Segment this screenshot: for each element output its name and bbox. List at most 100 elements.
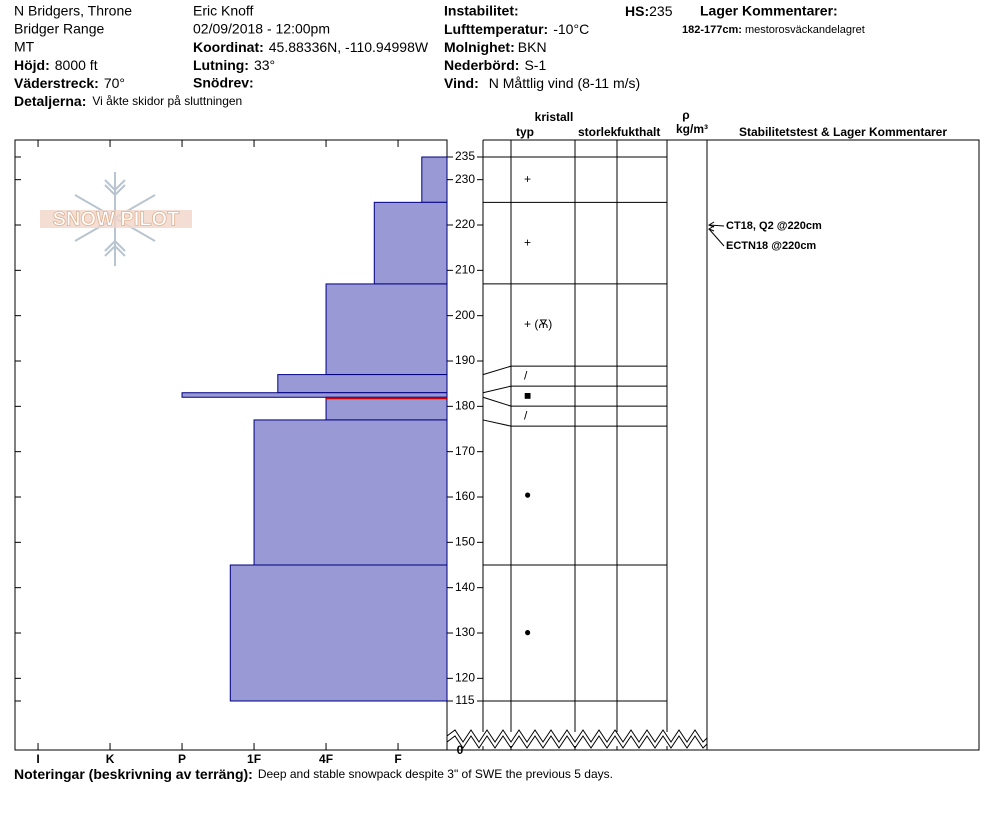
y-tick-label: 235 <box>455 149 475 163</box>
details: Detaljerna: Vi åkte skidor på sluttningen <box>14 93 242 109</box>
y-tick-label: 230 <box>455 172 475 186</box>
y-tick-label: 190 <box>455 353 475 367</box>
label: Molnighet: <box>444 39 515 55</box>
grain-type: / <box>524 368 528 382</box>
y-tick-label: 200 <box>455 308 475 322</box>
value: BKN <box>518 39 547 55</box>
label: HS: <box>625 3 649 19</box>
comments-frame <box>706 139 980 751</box>
y-tick-label: 130 <box>455 625 475 639</box>
x-tick-label: K <box>106 752 115 766</box>
value: mestorosväckandelagret <box>745 24 865 36</box>
y-tick-label: 115 <box>455 693 474 707</box>
hs: HS:235 <box>625 3 673 19</box>
column-header: typ <box>516 125 534 139</box>
y-tick-label: 170 <box>455 444 475 458</box>
value: S-1 <box>524 57 546 73</box>
x-tick-label: I <box>36 752 39 766</box>
instability: Instabilitet: <box>444 3 519 19</box>
slope: Lutning: 33° <box>193 57 275 73</box>
value: Deep and stable snowpack despite 3" of S… <box>258 767 613 781</box>
test-arrow <box>708 224 725 227</box>
y-tick-label: 180 <box>455 399 475 413</box>
label: Lufttemperatur: <box>444 21 548 37</box>
label: Detaljerna: <box>14 93 86 109</box>
notes: Noteringar (beskrivning av terräng): Deep… <box>14 766 613 782</box>
test-result: ECTN18 @220cm <box>726 240 816 252</box>
x-tick-label: P <box>178 752 186 766</box>
column-header: fukthalt <box>617 125 660 139</box>
row-connector <box>482 385 512 394</box>
hardness-bar <box>229 564 448 702</box>
site: MT <box>14 39 35 55</box>
grain-type: + (Ѫ) <box>524 317 552 331</box>
label: Väderstreck: <box>14 75 99 91</box>
test-arrowhead <box>707 225 715 232</box>
wind-loading: Snödrev: <box>193 75 254 91</box>
value: 45.88336N, -110.94998W <box>269 39 429 55</box>
column-header: Stabilitetstest & Lager Kommentarer <box>739 125 947 139</box>
test-result: CT18, Q2 @220cm <box>726 220 822 232</box>
y-tick-label: 150 <box>455 535 475 549</box>
label: Koordinat: <box>193 39 264 55</box>
observer: Eric Knoff <box>193 3 254 19</box>
air-temperature: Lufttemperatur: -10°C <box>444 21 589 37</box>
label: Vind: <box>444 75 479 91</box>
x-tick-label: 1F <box>247 752 261 766</box>
column-header: kg/m³ <box>676 122 708 136</box>
value: 33° <box>254 57 275 73</box>
label: Noteringar (beskrivning av terräng): <box>14 766 253 782</box>
wind: Vind: N Måttlig vind (8-11 m/s) <box>444 75 640 91</box>
x-tick-label: 4F <box>319 752 333 766</box>
y-tick-label: 210 <box>455 263 475 277</box>
x-tick-label: F <box>394 752 401 766</box>
grain-type: / <box>524 408 528 422</box>
value: -10°C <box>553 21 589 37</box>
hardness-bar <box>325 283 448 376</box>
grain-type: ● <box>524 625 531 639</box>
row-connector <box>482 365 512 376</box>
y-tick-label: 120 <box>455 671 475 685</box>
layer-comments-title: Lager Kommentarer: <box>700 3 838 19</box>
y-tick-label: 140 <box>455 580 475 594</box>
datetime: 02/09/2018 - 12:00pm <box>193 21 330 37</box>
site: N Bridgers, Throne <box>14 3 132 19</box>
value: Vi åkte skidor på sluttningen <box>92 94 242 108</box>
column-header: storlek <box>578 125 618 139</box>
grain-type: + <box>524 235 531 249</box>
y-bottom-label: 0 <box>457 743 464 757</box>
label: Lutning: <box>193 57 249 73</box>
coordinates: Koordinat: 45.88336N, -110.94998W <box>193 39 429 55</box>
logo-text: SNOW PILOT <box>53 208 180 230</box>
row-connector <box>482 396 512 407</box>
value: 235 <box>649 3 673 19</box>
hardness-bar <box>181 392 448 398</box>
value: N Måttlig vind (8-11 m/s) <box>489 75 640 91</box>
grain-type: + <box>524 172 531 186</box>
hardness-bar <box>421 156 448 203</box>
hardness-bar <box>277 374 448 394</box>
test-arrowhead <box>707 221 715 228</box>
sky: Molnighet: BKN <box>444 39 547 55</box>
grain-type: ■ <box>524 388 531 402</box>
y-tick-label: 160 <box>455 489 475 503</box>
layer-comment: 182-177cm: mestorosväckandelagret <box>682 24 865 36</box>
row-connector <box>482 419 512 427</box>
elevation: Höjd: 8000 ft <box>14 57 98 73</box>
hardness-bar <box>325 396 448 421</box>
logo-band <box>40 210 192 228</box>
label: Nederbörd: <box>444 57 519 73</box>
range: 182-177cm: <box>682 24 742 36</box>
hardness-bar <box>373 201 448 285</box>
hardness-bar <box>253 419 448 566</box>
precipitation: Nederbörd: S-1 <box>444 57 546 73</box>
y-tick-label: 220 <box>455 217 475 231</box>
site: Bridger Range <box>14 21 104 37</box>
axis-break-line <box>446 729 708 743</box>
test-arrow <box>708 228 725 247</box>
value: 70° <box>104 75 125 91</box>
grain-type: ● <box>524 488 531 502</box>
column-header: ρ <box>682 108 689 122</box>
value: 8000 ft <box>55 57 98 73</box>
